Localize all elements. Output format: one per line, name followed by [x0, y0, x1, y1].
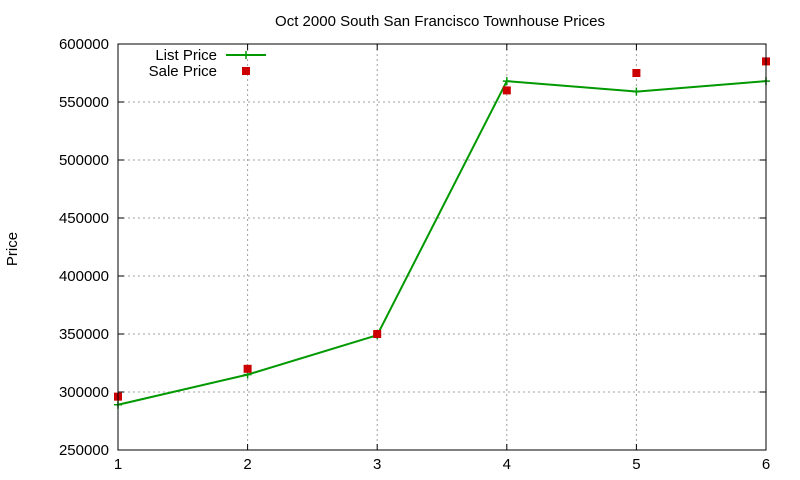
y-tick-label: 550000: [59, 94, 109, 111]
axis-ticks: 1 2 3 4 5 6 250000 300000 350000 400000 450000 5000…: [59, 36, 770, 473]
data-point-list-price: [502, 77, 511, 86]
data-point-sale-price: [632, 69, 641, 77]
data-point-sale-price: [373, 330, 382, 338]
series: [114, 57, 770, 409]
series-list-price: [114, 77, 770, 409]
data-point-sale-price: [243, 364, 252, 373]
legend-marker-sale-price: [242, 67, 250, 75]
y-tick-label: 450000: [59, 210, 109, 227]
x-tick-label: 3: [373, 456, 381, 473]
data-point-list-price: [632, 87, 641, 96]
x-tick-label: 1: [114, 456, 122, 473]
y-tick-label: 350000: [59, 326, 109, 343]
legend-label-list-price: List Price: [155, 47, 217, 64]
y-tick-label: 250000: [59, 442, 109, 459]
legend-marker-list-price: [242, 51, 250, 59]
chart-title: Oct 2000 South San Francisco Townhouse P…: [275, 13, 605, 30]
series-line-list-price: [117, 80, 767, 406]
series-sale-price: [114, 57, 770, 401]
y-tick-label: 300000: [59, 384, 109, 401]
grid: [118, 44, 766, 450]
y-tick-label: 400000: [59, 268, 109, 285]
x-tick-label: 4: [503, 456, 511, 473]
data-point-sale-price: [502, 86, 511, 95]
y-axis-label: Price: [4, 232, 21, 266]
x-tick-label: 2: [243, 456, 251, 473]
legend-label-sale-price: Sale Price: [149, 63, 217, 80]
x-tick-label: 6: [762, 456, 770, 473]
x-tick-label: 5: [632, 456, 640, 473]
y-tick-label: 500000: [59, 152, 109, 169]
y-tick-label: 600000: [59, 36, 109, 53]
plot-frame: [117, 43, 767, 451]
